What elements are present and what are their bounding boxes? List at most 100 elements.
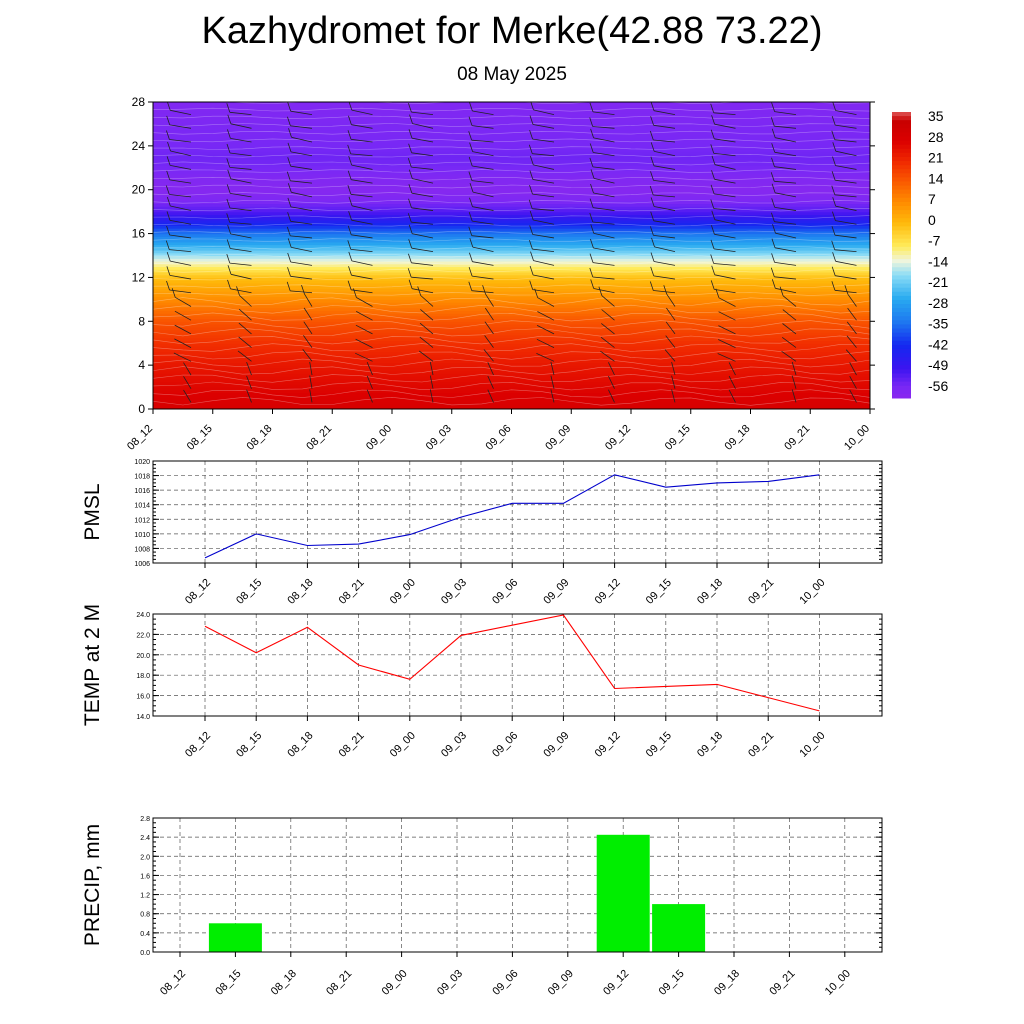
- wind-barb-flag: [710, 199, 715, 209]
- y-axis-title: TEMP at 2 M: [81, 604, 104, 726]
- wind-barb-flag: [347, 280, 352, 290]
- contour-line: [153, 389, 870, 398]
- temperature-band: [153, 291, 870, 295]
- wind-barb-flag: [301, 284, 305, 295]
- wind-barb-flag: [589, 117, 594, 127]
- temperature-band: [153, 214, 870, 218]
- wind-barb-staff: [351, 219, 373, 225]
- wind-barb-flag: [165, 240, 170, 250]
- wind-barb-staff: [303, 321, 313, 335]
- temperature-band: [153, 307, 870, 311]
- x-tick-label: 08_18: [285, 577, 315, 607]
- wind-barb-staff: [653, 275, 676, 280]
- wind-barb-flag: [710, 239, 715, 250]
- temperature-band: [153, 263, 870, 268]
- wind-barb-staff: [290, 151, 313, 157]
- wind-barb-flag: [469, 142, 473, 152]
- wind-barb-flag: [347, 240, 352, 250]
- wind-barb-staff: [230, 288, 252, 294]
- wind-barb-staff: [169, 194, 192, 198]
- wind-barb-staff: [653, 261, 676, 266]
- wind-barb-staff: [601, 295, 615, 307]
- wind-barb-flag: [287, 183, 292, 193]
- wind-barb-staff: [714, 274, 736, 280]
- wind-barb-flag: [832, 211, 836, 221]
- wind-barb-flag: [408, 143, 412, 153]
- wind-barb-staff: [775, 287, 797, 294]
- wind-barb-flag: [226, 103, 231, 113]
- temperature-band: [153, 165, 870, 169]
- wind-barb-flag: [288, 128, 292, 138]
- colorbar-swatch: [892, 316, 911, 321]
- x-tick-label: 08_12: [183, 730, 213, 760]
- x-tick-label: 09_00: [380, 968, 410, 998]
- wind-barb-staff: [774, 221, 797, 225]
- wind-barbs: [165, 102, 857, 403]
- temperature-band: [153, 271, 870, 276]
- wind-barb-staff: [303, 335, 313, 348]
- colorbar-swatch: [892, 185, 911, 191]
- temperature-band: [153, 156, 870, 161]
- wind-barb-flag: [348, 251, 353, 262]
- temperature-band: [153, 318, 870, 322]
- wind-barb-flag: [166, 280, 170, 291]
- y-tick-label: 4: [138, 358, 145, 372]
- contour-line: [153, 366, 870, 375]
- temperature-band: [153, 222, 870, 226]
- wind-barb-flag: [529, 239, 533, 250]
- temperature-band: [153, 258, 870, 262]
- wind-barb-flag: [236, 286, 240, 296]
- temperature-band: [153, 367, 870, 372]
- wind-barb-staff: [290, 165, 313, 170]
- wind-barb-flag: [348, 211, 352, 221]
- wind-barb-flag: [529, 280, 534, 290]
- temperature-band: [153, 123, 870, 128]
- wind-barb-flag: [408, 253, 412, 263]
- x-tick-label: 09_15: [644, 730, 674, 760]
- wind-barb-staff: [600, 336, 615, 348]
- x-tick-label: 08_15: [185, 423, 215, 453]
- wind-barb-flag: [831, 171, 836, 181]
- x-tick-label: 09_06: [484, 423, 514, 453]
- colorbar-swatch: [892, 112, 911, 117]
- wind-barb-staff: [412, 288, 434, 294]
- wind-barb-staff: [350, 138, 373, 143]
- y-tick-label: 12: [132, 270, 146, 284]
- wind-barb-staff: [774, 125, 797, 129]
- wind-barb-staff: [653, 139, 676, 143]
- x-tick-label: 09_00: [388, 730, 418, 760]
- wind-barb-staff: [291, 136, 313, 143]
- wind-barb-staff: [533, 164, 555, 170]
- wind-barb-flag: [468, 131, 473, 141]
- colorbar: 35 28 21 14 7 0 -7 -14 -21 -28 -35 -42 -49 -56: [892, 108, 948, 399]
- wind-barb-staff: [775, 232, 797, 239]
- wind-barb-flag: [287, 238, 292, 248]
- wind-barb-staff: [485, 293, 494, 307]
- wind-barb-flag: [468, 171, 473, 181]
- contour-line: [153, 199, 870, 204]
- wind-barb-flag: [166, 115, 171, 126]
- temperature-band: [153, 115, 870, 120]
- wind-barb-staff: [835, 260, 857, 266]
- wind-barb-flag: [650, 197, 655, 207]
- wind-barb-flag: [227, 224, 231, 235]
- wind-barb-staff: [774, 166, 797, 170]
- y-tick-label: 1.6: [140, 873, 150, 880]
- wind-barb-flag: [832, 197, 837, 207]
- wind-barb-flag: [711, 210, 716, 220]
- wind-barb-flag: [650, 211, 655, 221]
- wind-barb-staff: [593, 152, 615, 157]
- wind-barb-staff: [834, 289, 857, 294]
- wind-barb-flag: [770, 172, 775, 182]
- temperature-band: [153, 148, 870, 152]
- colorbar-swatch: [892, 381, 911, 387]
- y-tick-label: 2.8: [140, 816, 150, 823]
- wind-barb-flag: [710, 254, 715, 264]
- wind-barb-flag: [166, 211, 171, 221]
- wind-barb-staff: [713, 112, 736, 116]
- temperature-band: [153, 285, 870, 289]
- colorbar-swatch: [892, 246, 911, 252]
- wind-barb-flag: [468, 226, 473, 236]
- wind-barb-flag: [649, 130, 654, 141]
- colorbar-label: -21: [928, 274, 948, 290]
